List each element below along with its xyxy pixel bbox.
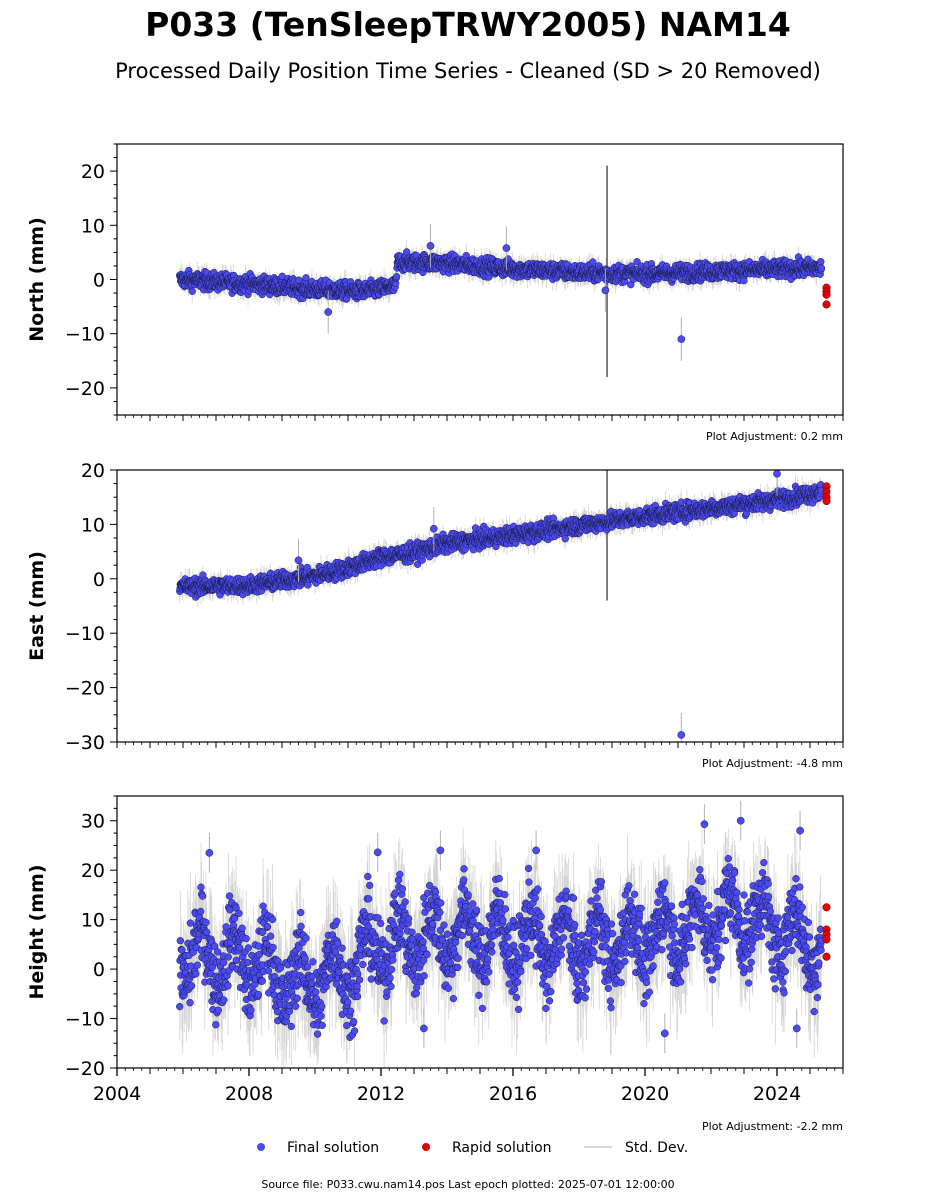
final-point-outlier bbox=[677, 335, 686, 343]
final-point-outlier bbox=[426, 242, 435, 250]
east-plot-area bbox=[176, 470, 831, 742]
y-tick-label: 0 bbox=[93, 270, 105, 292]
final-point bbox=[633, 258, 641, 266]
final-point bbox=[188, 287, 196, 295]
final-point bbox=[392, 272, 401, 281]
north-final-points bbox=[176, 248, 826, 303]
final-point-outlier bbox=[502, 244, 511, 252]
y-tick-label: 10 bbox=[81, 215, 105, 237]
rapid-point bbox=[822, 300, 831, 309]
chart-title: P033 (TenSleepTRWY2005) NAM14 bbox=[145, 5, 791, 44]
east-final-points bbox=[176, 481, 826, 601]
final-point bbox=[403, 248, 411, 256]
north-plot-area bbox=[176, 165, 831, 378]
north-plot-adjustment: Plot Adjustment: 0.2 mm bbox=[706, 430, 843, 443]
final-point bbox=[817, 258, 825, 266]
chart-subtitle: Processed Daily Position Time Series - C… bbox=[115, 59, 821, 83]
final-point bbox=[589, 258, 597, 266]
y-tick-label: −20 bbox=[65, 378, 105, 400]
north-y-axis-label: North (mm) bbox=[26, 217, 48, 342]
final-point-outlier bbox=[601, 286, 610, 295]
final-point bbox=[817, 264, 826, 272]
y-tick-label: −10 bbox=[65, 324, 105, 346]
final-point-outlier bbox=[324, 308, 333, 316]
y-tick-label: 20 bbox=[81, 161, 105, 183]
final-point bbox=[302, 274, 310, 282]
north-panel: −20 −10 0 10 20 North (mm) Plot Adjustment: 0.… bbox=[26, 143, 844, 443]
panels-group: −20 −10 0 10 20 North (mm) Plot Adjustment: 0.… bbox=[26, 143, 844, 1133]
rapid-point bbox=[822, 290, 831, 299]
